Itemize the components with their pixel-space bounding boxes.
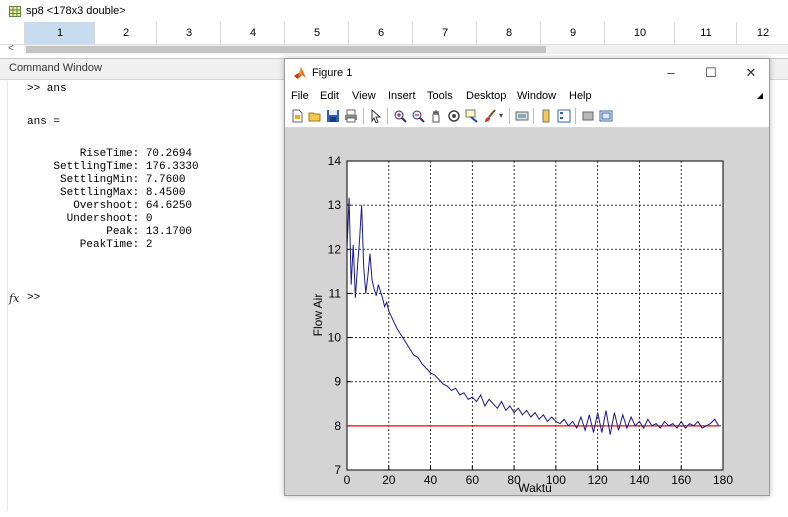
menu-insert[interactable]: Insert [388, 90, 416, 102]
command-window-title: Command Window [9, 62, 102, 74]
link-icon[interactable] [515, 109, 529, 123]
column-header[interactable]: 3 [156, 22, 221, 44]
figure-title: Figure 1 [312, 67, 353, 79]
column-header[interactable]: 12 [736, 22, 788, 44]
y-axis-label: Flow Air [311, 294, 325, 337]
figure-toolbar: ▾ [285, 105, 769, 128]
brush-dropdown-icon[interactable]: ▾ [499, 111, 504, 120]
brush-icon[interactable] [483, 109, 497, 123]
figure-titlebar[interactable]: Figure 1 – ☐ ✕ [285, 59, 769, 87]
horizontal-scrollbar[interactable] [24, 45, 788, 54]
column-header-row: 1 2 3 4 5 6 7 8 9 10 11 12 [0, 22, 788, 45]
data-cursor-icon[interactable] [465, 109, 479, 123]
x-tick-label: 0 [344, 473, 351, 487]
toolbar-separator [575, 108, 576, 124]
result-line: SettlingMin: 7.7600 [27, 174, 186, 186]
print-icon[interactable] [344, 109, 358, 123]
save-icon[interactable] [326, 109, 340, 123]
hide-plot-tools-icon[interactable] [581, 109, 595, 123]
column-header[interactable]: 7 [412, 22, 477, 44]
x-tick-label: 60 [466, 473, 480, 487]
menu-window[interactable]: Window [517, 90, 557, 102]
toolbar-separator [509, 108, 510, 124]
x-tick-label: 160 [671, 473, 691, 487]
column-header[interactable]: 10 [604, 22, 675, 44]
toolbar-separator [533, 108, 534, 124]
minimize-button[interactable]: – [667, 65, 675, 80]
y-tick-label: 11 [329, 286, 342, 300]
result-line: SettlingMax: 8.4500 [27, 187, 186, 199]
toolbar-separator [387, 108, 388, 124]
gutter-divider [7, 81, 8, 511]
x-tick-label: 120 [588, 473, 608, 487]
y-tick-label: 12 [328, 242, 342, 256]
menu-desktop[interactable]: Desktop [466, 90, 507, 102]
matlab-logo-icon [294, 67, 306, 79]
series-layer [346, 197, 720, 435]
axes-background[interactable] [346, 160, 724, 471]
figure-window[interactable]: Figure 1 – ☐ ✕ File Edit View Insert Too… [284, 58, 770, 496]
open-file-icon[interactable] [308, 109, 322, 123]
result-line: PeakTime: 2 [27, 239, 153, 251]
zoom-out-icon[interactable] [411, 109, 425, 123]
scrollbar-thumb[interactable] [26, 46, 546, 53]
menu-edit[interactable]: Edit [320, 90, 339, 102]
tick-layer: 0 20 40 60 80 100 120 140 160 180 7 8 9 10 11 12 13 14 [328, 154, 734, 487]
result-line: Undershoot: 0 [27, 213, 153, 225]
zoom-in-icon[interactable] [393, 109, 407, 123]
toolbar-separator [363, 108, 364, 124]
close-button[interactable]: ✕ [745, 65, 757, 80]
command-line: ans = [27, 116, 61, 128]
command-line: >> ans [27, 83, 67, 95]
x-tick-label: 80 [507, 473, 521, 487]
fx-icon[interactable]: fx [9, 292, 20, 305]
maximize-button[interactable]: ☐ [705, 65, 717, 80]
menu-view[interactable]: View [352, 90, 376, 102]
result-line: Peak: 13.1700 [27, 226, 193, 238]
result-line: RiseTime: 70.2694 [27, 148, 193, 160]
x-tick-label: 40 [424, 473, 438, 487]
table-icon [9, 6, 21, 17]
y-tick-label: 14 [328, 154, 342, 168]
x-tick-label: 20 [382, 473, 396, 487]
y-tick-label: 7 [334, 463, 341, 477]
rotate-icon[interactable] [447, 109, 461, 123]
variable-title: sp8 <178x3 double> [26, 5, 126, 17]
y-tick-label: 9 [334, 375, 341, 389]
legend-icon[interactable] [557, 109, 571, 123]
menu-tools[interactable]: Tools [427, 90, 453, 102]
column-header[interactable]: 4 [220, 22, 285, 44]
y-tick-label: 13 [328, 198, 342, 212]
pan-icon[interactable] [429, 109, 443, 123]
column-header[interactable]: 11 [674, 22, 737, 44]
result-line: SettlingTime: 176.3330 [27, 161, 199, 173]
figure-menubar: File Edit View Insert Tools Desktop Wind… [285, 87, 769, 105]
x-tick-label: 100 [546, 473, 566, 487]
y-tick-label: 10 [328, 331, 342, 345]
menu-file[interactable]: File [291, 90, 309, 102]
variable-editor-titlebar: sp8 <178x3 double> [0, 0, 788, 22]
column-header[interactable]: 2 [94, 22, 157, 44]
column-header[interactable]: 5 [284, 22, 349, 44]
result-line: Overshoot: 64.6250 [27, 200, 193, 212]
column-header[interactable]: 8 [476, 22, 541, 44]
figure-canvas[interactable]: 0 20 40 60 80 100 120 140 160 180 7 8 9 10 11 12 13 14 Wa… [285, 128, 769, 495]
response-line [346, 197, 720, 435]
menu-help[interactable]: Help [569, 90, 592, 102]
column-header[interactable]: 6 [348, 22, 413, 44]
x-tick-label: 180 [713, 473, 733, 487]
colorbar-icon[interactable] [539, 109, 553, 123]
column-header[interactable]: 1 [24, 22, 95, 44]
command-prompt[interactable]: >> [27, 292, 41, 304]
new-figure-icon[interactable] [290, 109, 304, 123]
menu-expand-icon[interactable]: ◢ [756, 91, 763, 100]
pointer-icon[interactable] [369, 109, 383, 123]
x-axis-label: Waktu [518, 481, 552, 495]
x-tick-label: 140 [629, 473, 649, 487]
y-tick-label: 8 [334, 419, 341, 433]
show-plot-tools-icon[interactable] [599, 109, 613, 123]
scroll-left-button[interactable]: < [8, 43, 14, 54]
chart[interactable]: 0 20 40 60 80 100 120 140 160 180 7 8 9 10 11 12 13 14 Wa… [285, 128, 769, 495]
column-header[interactable]: 9 [540, 22, 605, 44]
